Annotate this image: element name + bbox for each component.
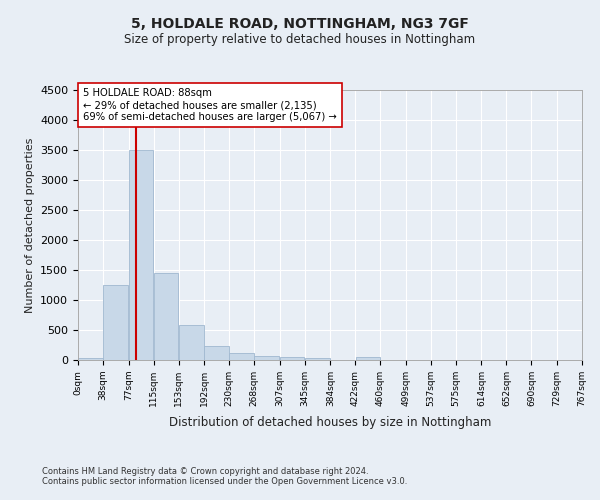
Bar [129, 150, 154, 360]
Text: Size of property relative to detached houses in Nottingham: Size of property relative to detached ho… [124, 32, 476, 46]
Text: Contains HM Land Registry data © Crown copyright and database right 2024.: Contains HM Land Registry data © Crown c… [42, 467, 368, 476]
Bar [280, 356, 304, 360]
Text: Contains public sector information licensed under the Open Government Licence v3: Contains public sector information licen… [42, 477, 407, 486]
Bar [356, 358, 380, 360]
Bar [179, 325, 204, 360]
Text: 5, HOLDALE ROAD, NOTTINGHAM, NG3 7GF: 5, HOLDALE ROAD, NOTTINGHAM, NG3 7GF [131, 18, 469, 32]
Y-axis label: Number of detached properties: Number of detached properties [25, 138, 35, 312]
Bar [205, 346, 229, 360]
Bar [154, 273, 178, 360]
Bar [305, 358, 330, 360]
Bar [254, 356, 280, 360]
Bar [78, 358, 103, 360]
Bar [103, 285, 128, 360]
Text: 5 HOLDALE ROAD: 88sqm
← 29% of detached houses are smaller (2,135)
69% of semi-d: 5 HOLDALE ROAD: 88sqm ← 29% of detached … [83, 88, 337, 122]
Bar [229, 354, 254, 360]
Text: Distribution of detached houses by size in Nottingham: Distribution of detached houses by size … [169, 416, 491, 429]
